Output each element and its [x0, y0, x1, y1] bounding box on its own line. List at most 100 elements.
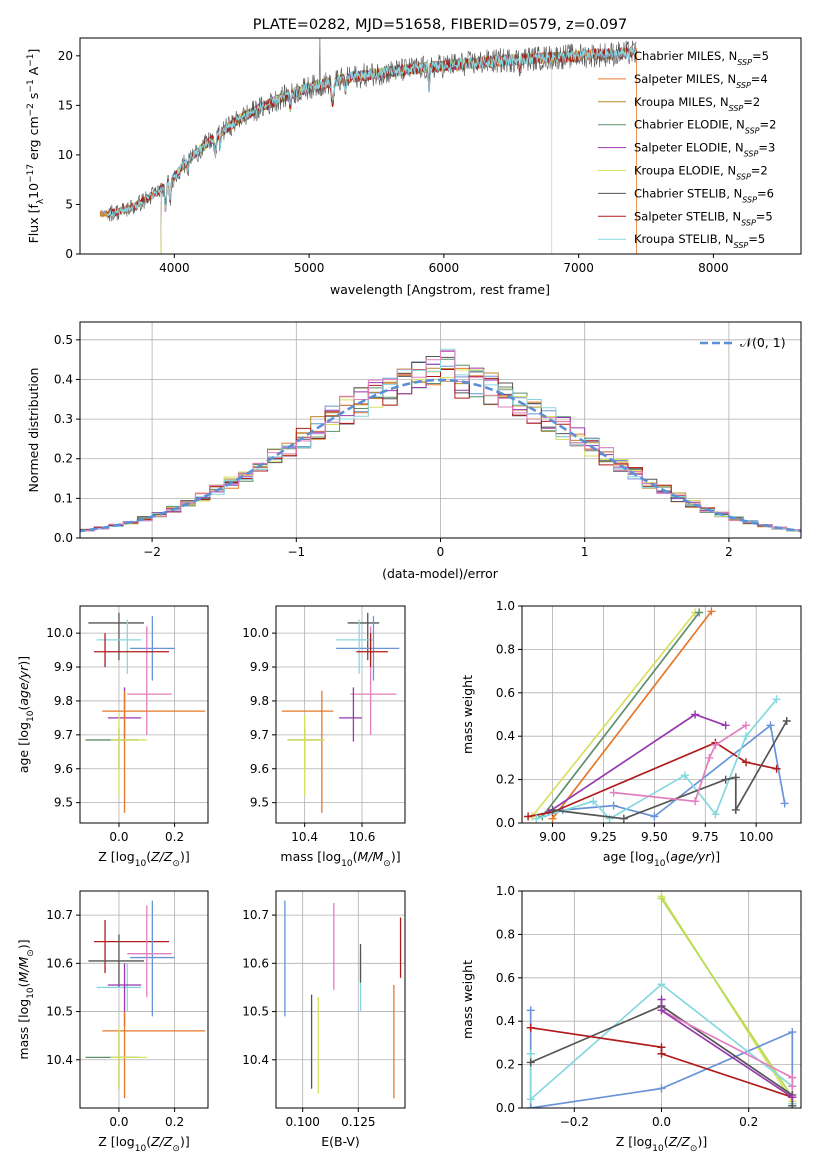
weight_vs_age-xlabel-part: 10	[654, 859, 666, 869]
weight-series-line	[660, 898, 794, 1098]
mass_vs_EBV-ytick-label: 10.4	[242, 1053, 269, 1067]
weight_vs_Z-xlabel-part: Z/Z	[668, 1134, 691, 1149]
age_vs_Z-xlabel-part: )]	[180, 849, 190, 864]
weight-point-marker	[742, 721, 751, 730]
weight-point-marker	[691, 710, 700, 719]
weight_vs_Z-ylabel: mass weight	[460, 960, 475, 1039]
legend-entry: Chabrier ELODIE, NSSP=2	[634, 118, 776, 136]
residuals-ytick-label: 0.4	[54, 372, 73, 386]
mass_vs_EBV-ytick-label: 10.6	[242, 956, 269, 970]
age_vs_Z-ylabel: age [log10(age/yr)]	[16, 656, 36, 773]
spectrum-ylabel-part: s	[26, 93, 41, 104]
weight-point-marker	[731, 773, 740, 782]
weight_vs_age-ytick-label: 0.8	[496, 642, 515, 656]
weight-point-marker	[788, 1093, 797, 1102]
weight-point-marker	[680, 771, 689, 780]
legend-entry-value: =5	[756, 209, 773, 223]
residuals-xtick-label: −1	[287, 545, 305, 559]
weight-point-marker	[772, 695, 781, 704]
legend-entry-sub: SSP	[742, 195, 757, 204]
weight-point-marker	[742, 758, 751, 767]
weight-point-marker	[657, 995, 666, 1004]
weight-point-marker	[589, 797, 598, 806]
mass_vs_Z-xlabel-part: 10	[135, 1144, 147, 1154]
weight_vs_age-ylabel: mass weight	[460, 675, 475, 754]
age_vs_mass-xlabel-part: ⊙	[383, 859, 391, 869]
weight-point-marker	[657, 894, 666, 903]
age_vs_mass-xlabel-part: 10	[341, 859, 353, 869]
weight-point-marker	[721, 775, 730, 784]
weight_vs_age-xtick-label: 9.25	[590, 830, 617, 844]
weight_vs_age-ytick-label: 0.0	[496, 816, 515, 830]
residuals-xlabel: (data-model)/error	[382, 566, 499, 581]
figure-title: PLATE=0282, MJD=51658, FIBERID=0579, z=0…	[253, 17, 627, 33]
mass_vs_Z-frame	[79, 890, 209, 1109]
age_vs_mass-ytick-label: 9.6	[250, 762, 269, 776]
spectrum-xlabel: wavelength [Angstrom, rest frame]	[330, 282, 550, 297]
legend-entry-value: =4	[751, 72, 768, 86]
age_vs_Z-ytick-label: 9.8	[54, 694, 73, 708]
mass_vs_Z-ticks: 0.0 0.2 10.4 10.5 10.6 10.7	[46, 908, 184, 1129]
mass_vs_EBV-grid	[276, 891, 405, 1108]
weight_vs_Z-xlabel: Z [log10(Z/Z⊙)]	[616, 1134, 707, 1154]
weight-point-marker	[772, 764, 781, 773]
weight_vs_age-ytick-label: 1.0	[496, 599, 515, 613]
mass_vs_EBV-frame	[275, 890, 406, 1109]
weight-point-marker	[705, 753, 714, 762]
weight_vs_Z-xtick-label: 0.2	[739, 1115, 758, 1129]
age_vs_Z-ytick-label: 9.5	[54, 796, 73, 810]
weight-point-marker	[526, 1049, 535, 1058]
legend-entry-sub: SSP	[736, 172, 751, 181]
weight-series-line	[531, 611, 696, 818]
spectrum-ytick-label: 10	[58, 148, 73, 162]
age_vs_Z-xlabel-part: (	[146, 849, 151, 864]
residuals-xtick-label: −2	[143, 545, 161, 559]
legend-entry: Salpeter MILES, NSSP=4	[634, 72, 768, 90]
legend-entry-sub: SSP	[737, 58, 752, 67]
legend-entry-value: =2	[743, 95, 760, 109]
legend-entry-sub: SSP	[729, 103, 744, 112]
weight-point-marker	[731, 805, 740, 814]
weight-point-marker	[524, 812, 533, 821]
spectrum-xtick-label: 8000	[698, 261, 729, 275]
age_vs_Z-ticks: 0.0 0.2 9.5 9.6 9.7 9.8 9.9 10.0	[46, 626, 184, 844]
legend-entry: Kroupa STELIB, NSSP=5	[634, 232, 765, 250]
spectrum-xtick-label: 6000	[429, 261, 460, 275]
spectrum-ytick-label: 20	[58, 49, 73, 63]
mass_vs_Z-ytick-label: 10.5	[46, 1005, 73, 1019]
residuals-ylabel: Normed distribution	[26, 368, 41, 493]
mass_vs_Z-xlabel-part: )]	[180, 1134, 190, 1149]
age_vs_mass-xlabel-part: )]	[391, 849, 401, 864]
spectrum-ylabel: Flux [fλ10−17 erg cm−2 s−1 A−1]	[26, 49, 46, 244]
age_vs_mass-ytick-label: 9.7	[250, 728, 269, 742]
age_vs_mass-content	[281, 612, 400, 813]
weight-point-marker	[711, 810, 720, 819]
weight-point-marker	[657, 1006, 666, 1015]
weight_vs_age-xlabel-part: age [log	[603, 849, 654, 864]
weight_vs_Z-ytick-label: 1.0	[496, 884, 515, 898]
residuals-ytick-label: 0.3	[54, 412, 73, 426]
spectrum-panel: 4000 5000 6000 7000 8000 0 5 10 15 20 Chabrier MIL…	[26, 37, 802, 297]
weight_vs_age-ytick-label: 0.2	[496, 773, 515, 787]
weight_vs_Z-ytick-label: 0.6	[496, 971, 515, 985]
legend-entry: Kroupa ELODIE, NSSP=2	[634, 164, 768, 182]
mass_vs_Z-xlabel-part: Z/Z	[150, 1134, 173, 1149]
residuals-ytick-label: 0.0	[54, 531, 73, 545]
legend-entry-name: Chabrier MILES, N	[634, 49, 737, 63]
weight_vs_Z-ytick-label: 0.0	[496, 1101, 515, 1115]
mass_vs_EBV-ytick-label: 10.7	[242, 908, 269, 922]
weight_vs_Z-xtick-label: −0.2	[560, 1115, 589, 1129]
age_vs_Z-ylabel-part: age/yr	[16, 665, 31, 706]
age_vs_mass-xlabel-part: M/M	[358, 849, 384, 864]
age_vs_Z-ylabel-part: age [log	[16, 722, 31, 773]
residuals-xtick-label: 1	[581, 545, 589, 559]
weight-series-line	[552, 720, 788, 820]
weight_vs_age-xlabel-part: )]	[710, 849, 720, 864]
legend-entry-name: Salpeter MILES, N	[634, 72, 736, 86]
spectrum-ylabel-part: −1	[26, 54, 36, 67]
legend-entry-sub: SSP	[745, 126, 760, 135]
age_vs_Z-ytick-label: 9.6	[54, 762, 73, 776]
